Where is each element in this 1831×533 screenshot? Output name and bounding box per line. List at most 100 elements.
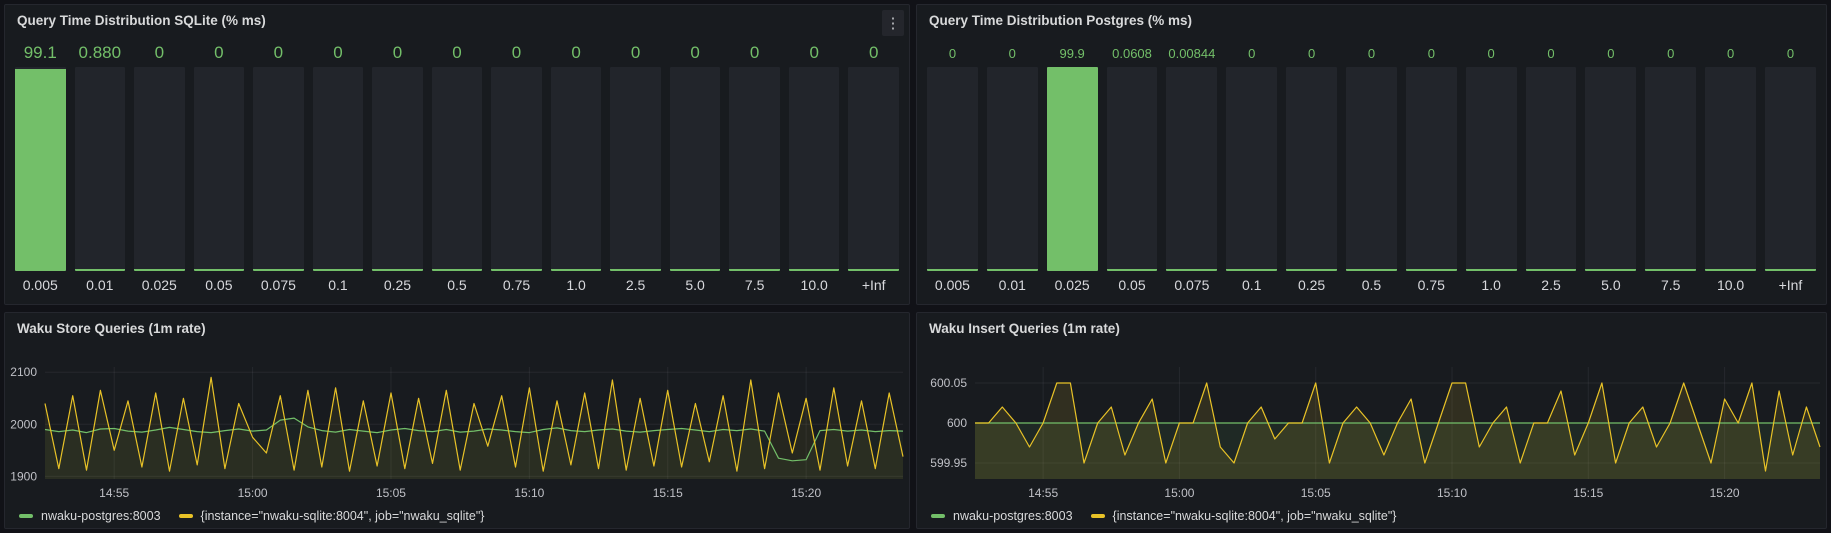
bar-value-label: 0 bbox=[1487, 45, 1495, 61]
bar bbox=[1465, 67, 1517, 271]
bucket-label: 0.025 bbox=[1054, 277, 1090, 293]
x-tick-label: 14:55 bbox=[99, 486, 129, 500]
bar-fill bbox=[986, 269, 1038, 271]
legend-label: nwaku-postgres:8003 bbox=[953, 509, 1073, 523]
x-tick-label: 15:00 bbox=[238, 486, 268, 500]
legend-item-sqlite[interactable]: {instance="nwaku-sqlite:8004", job="nwak… bbox=[1090, 509, 1397, 523]
bar-value-label: 0 bbox=[1427, 45, 1435, 61]
y-tick-label: 1900 bbox=[10, 469, 37, 483]
time-series-canvas[interactable]: 2100 2000 1900 14:55 15:00 15:05 15:10 15:15 15:… bbox=[5, 313, 909, 503]
bar bbox=[491, 67, 542, 271]
bucket-label: 0.25 bbox=[1297, 277, 1326, 293]
series-fill bbox=[45, 377, 903, 479]
bar-value-label: 0 bbox=[1367, 45, 1376, 61]
bar-gauge-sqlite: 99.1 0.005 0.880 0.01 0 0.025 0 0.05 0 0.075 0 0.1 0… bbox=[15, 41, 899, 296]
panel-query-time-distribution-postgres: Query Time Distribution Postgres (% ms) … bbox=[916, 4, 1827, 305]
bucket-label: 0.005 bbox=[934, 277, 970, 293]
x-tick-label: 15:10 bbox=[1437, 486, 1467, 500]
bar-column: 0 0.25 bbox=[1286, 41, 1338, 296]
bucket-label: 0.075 bbox=[1174, 277, 1210, 293]
bar-value-label: 0 bbox=[1726, 45, 1735, 61]
bar-value-label: 0 bbox=[1607, 45, 1615, 61]
series-swatch-yellow bbox=[178, 514, 193, 518]
x-tick-label: 15:15 bbox=[1573, 486, 1603, 500]
bar-value-label: 0 bbox=[1307, 45, 1316, 61]
bar bbox=[1226, 67, 1278, 271]
panel-title[interactable]: Waku Insert Queries (1m rate) bbox=[929, 321, 1120, 336]
bar bbox=[1585, 67, 1637, 271]
bar-value-label: 0 bbox=[749, 43, 760, 62]
bar-value-label: 0 bbox=[571, 43, 581, 62]
bucket-label: 0.5 bbox=[447, 277, 467, 293]
series-line bbox=[44, 417, 904, 462]
legend-item-sqlite[interactable]: {instance="nwaku-sqlite:8004", job="nwak… bbox=[178, 509, 484, 523]
series-swatch-green bbox=[931, 514, 945, 518]
legend-label: {instance="nwaku-sqlite:8004", job="nwak… bbox=[1112, 509, 1397, 523]
bucket-label: 0.75 bbox=[1417, 277, 1445, 293]
panel-title[interactable]: Waku Store Queries (1m rate) bbox=[17, 321, 206, 336]
bucket-label: 5.0 bbox=[685, 277, 705, 293]
bar-column: 0 0.25 bbox=[372, 41, 423, 296]
bar-value-label: 0 bbox=[868, 43, 879, 62]
bar-column: 0 0.75 bbox=[1405, 41, 1457, 296]
bucket-label: 7.5 bbox=[1661, 277, 1681, 293]
bar-fill bbox=[1405, 269, 1457, 271]
bar bbox=[669, 67, 721, 271]
bar-value-label: 0 bbox=[1667, 45, 1675, 61]
bar-value-label: 0 bbox=[1008, 45, 1016, 61]
bar-fill bbox=[669, 269, 721, 271]
bar-column: 0 1.0 bbox=[1465, 41, 1517, 296]
bar-fill bbox=[372, 269, 423, 271]
bar bbox=[15, 67, 66, 271]
legend-item-postgres[interactable]: nwaku-postgres:8003 bbox=[931, 509, 1073, 523]
bar bbox=[1286, 67, 1338, 271]
bar-column: 0 +Inf bbox=[848, 41, 899, 296]
panel-query-time-distribution-sqlite: Query Time Distribution SQLite (% ms) ⋮ … bbox=[4, 4, 910, 305]
legend: nwaku-postgres:8003 {instance="nwaku-sql… bbox=[931, 509, 1396, 523]
bar-column: 0 10.0 bbox=[1705, 41, 1757, 296]
bar-value-label: 0 bbox=[1547, 45, 1555, 61]
bar-column: 0 10.0 bbox=[788, 41, 840, 296]
bar-fill bbox=[1346, 269, 1397, 271]
bucket-label: 7.5 bbox=[744, 277, 765, 293]
bar-fill bbox=[1046, 67, 1098, 271]
series-line bbox=[44, 376, 904, 472]
bar bbox=[1166, 67, 1218, 271]
bar-fill bbox=[729, 269, 780, 271]
y-tick-label: 599.95 bbox=[930, 456, 967, 470]
bar-value-label: 0.00844 bbox=[1168, 45, 1216, 61]
panel-title[interactable]: Query Time Distribution Postgres (% ms) bbox=[929, 13, 1193, 28]
legend-item-postgres[interactable]: nwaku-postgres:8003 bbox=[19, 509, 161, 523]
bucket-label: 1.0 bbox=[1481, 277, 1501, 293]
bar-column: 0 0.5 bbox=[431, 41, 483, 296]
bar-value-label: 0 bbox=[1248, 45, 1256, 61]
kebab-menu-icon[interactable]: ⋮ bbox=[882, 10, 904, 36]
bucket-label: 0.1 bbox=[328, 277, 348, 293]
bar-fill bbox=[1226, 269, 1278, 271]
bar bbox=[1346, 67, 1397, 271]
bar-value-label: 0 bbox=[452, 43, 462, 62]
bar bbox=[788, 67, 840, 271]
bar bbox=[1046, 67, 1098, 271]
bar-column: 0 7.5 bbox=[1645, 41, 1697, 296]
bucket-label: 0.01 bbox=[86, 277, 114, 293]
panel-title[interactable]: Query Time Distribution SQLite (% ms) bbox=[17, 13, 266, 28]
x-tick-label: 15:05 bbox=[1301, 486, 1331, 500]
bucket-label: 0.005 bbox=[22, 277, 58, 293]
bucket-label: 1.0 bbox=[566, 277, 586, 293]
x-tick-label: 14:55 bbox=[1028, 486, 1058, 500]
legend: nwaku-postgres:8003 {instance="nwaku-sql… bbox=[19, 509, 484, 523]
bar bbox=[550, 67, 602, 271]
x-tick-label: 15:05 bbox=[376, 486, 406, 500]
bucket-label: 0.075 bbox=[260, 277, 296, 293]
bar-value-label: 0 bbox=[214, 43, 224, 62]
x-tick-label: 15:10 bbox=[514, 486, 544, 500]
bar bbox=[1765, 67, 1816, 271]
series-fill bbox=[975, 423, 1820, 479]
bar-column: 0 5.0 bbox=[1585, 41, 1637, 296]
bar bbox=[253, 67, 304, 271]
time-series-canvas[interactable]: 600.05 600 599.95 14:55 15:00 15:05 15:10 15:15… bbox=[917, 313, 1826, 503]
bar-column: 0 5.0 bbox=[669, 41, 721, 296]
bar-fill bbox=[788, 269, 840, 271]
bucket-label: 10.0 bbox=[800, 277, 828, 293]
